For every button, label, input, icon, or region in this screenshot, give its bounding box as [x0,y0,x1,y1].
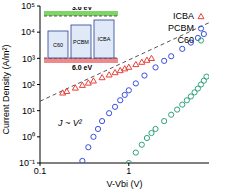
svg-text:10¹: 10¹ [22,106,35,116]
svg-text:V-Vbi (V): V-Vbi (V) [106,179,142,189]
svg-text:PCBM: PCBM [73,39,89,45]
svg-text:3.6 eV: 3.6 eV [72,7,93,11]
svg-text:10³: 10³ [22,54,35,64]
svg-text:C60: C60 [53,42,63,48]
svg-text:ICBA: ICBA [98,36,111,42]
svg-text:1: 1 [126,166,131,176]
svg-text:10⁵: 10⁵ [21,1,35,11]
html-text:ICBA: ICBA [173,11,194,21]
svg-text:6.0 eV: 6.0 eV [72,64,93,71]
svg-text:10⁴: 10⁴ [21,27,35,37]
html-text:J ~ V²: J ~ V² [58,118,82,128]
svg-text:0.1: 0.1 [34,166,47,176]
html-text:C60: C60 [177,35,194,45]
svg-text:10⁻¹: 10⁻¹ [19,158,35,168]
svg-text:Current Density (A/m²): Current Density (A/m²) [8,44,11,134]
svg-text:10⁰: 10⁰ [22,132,35,142]
svg-text:10²: 10² [22,80,35,90]
html-text:PCBM: PCBM [168,23,194,33]
